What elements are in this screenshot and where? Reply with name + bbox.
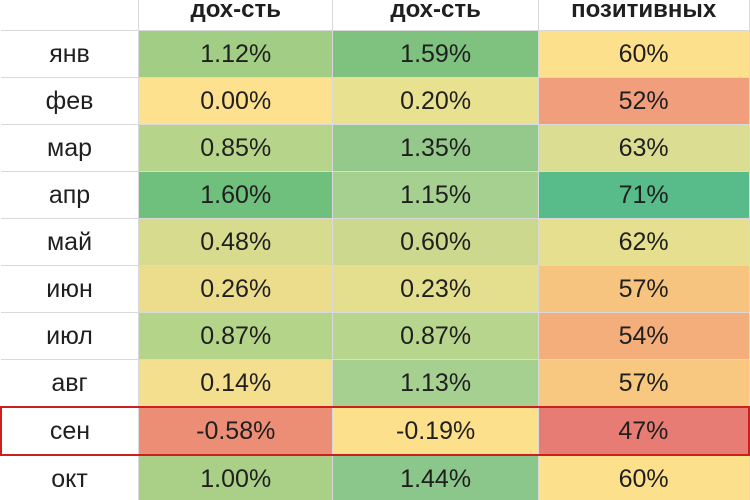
avg-return-cell[interactable]: 1.00% <box>138 455 334 500</box>
table-row: апр 1.60% 1.15% 71% <box>1 171 750 219</box>
avg-return-cell[interactable]: -0.58% <box>138 406 334 456</box>
table-row: окт 1.00% 1.44% 60% <box>1 455 750 500</box>
positive-share-cell[interactable]: 57% <box>538 265 750 313</box>
month-cell[interactable]: сен <box>0 406 140 456</box>
table-row: янв 1.12% 1.59% 60% <box>1 30 750 78</box>
avg-return-cell[interactable]: 1.12% <box>138 30 334 78</box>
median-return-cell[interactable]: 1.35% <box>332 124 539 172</box>
positive-share-cell[interactable]: 60% <box>538 30 750 78</box>
table-row: авг 0.14% 1.13% 57% <box>1 359 750 408</box>
month-cell[interactable]: окт <box>1 455 140 500</box>
avg-return-cell[interactable]: 0.85% <box>138 124 334 172</box>
positive-share-cell[interactable]: 57% <box>538 359 750 408</box>
avg-return-cell[interactable]: 0.26% <box>138 265 334 313</box>
month-cell[interactable]: янв <box>1 30 140 78</box>
month-cell[interactable]: июл <box>1 312 140 360</box>
positive-share-cell[interactable]: 62% <box>538 218 750 266</box>
median-return-cell[interactable]: 0.87% <box>332 312 539 360</box>
table-row: июн 0.26% 0.23% 57% <box>1 265 750 313</box>
month-cell[interactable]: май <box>1 218 140 266</box>
median-return-cell[interactable]: 1.44% <box>332 455 539 500</box>
avg-return-cell[interactable]: 0.87% <box>138 312 334 360</box>
header-avg-return[interactable]: дох-сть <box>138 0 334 31</box>
positive-share-cell[interactable]: 71% <box>538 171 750 219</box>
positive-share-cell[interactable]: 63% <box>538 124 750 172</box>
table-row: сен -0.58% -0.19% 47% <box>0 406 750 456</box>
avg-return-cell[interactable]: 0.14% <box>138 359 334 408</box>
median-return-cell[interactable]: 1.59% <box>332 30 539 78</box>
month-cell[interactable]: авг <box>1 359 140 408</box>
median-return-cell[interactable]: 1.13% <box>332 359 539 408</box>
median-return-cell[interactable]: 0.20% <box>332 77 539 125</box>
median-return-cell[interactable]: 0.23% <box>332 265 539 313</box>
positive-share-cell[interactable]: 60% <box>538 455 750 500</box>
avg-return-cell[interactable]: 0.48% <box>138 218 334 266</box>
header-positive-share[interactable]: позитивных <box>538 0 750 31</box>
positive-share-cell[interactable]: 52% <box>538 77 750 125</box>
avg-return-cell[interactable]: 1.60% <box>138 171 334 219</box>
positive-share-cell[interactable]: 47% <box>538 406 750 456</box>
header-row: дох-сть дох-сть позитивных <box>1 0 750 31</box>
table-body: янв 1.12% 1.59% 60% фев 0.00% 0.20% 52% мар 0.85%… <box>0 30 750 500</box>
month-cell[interactable]: апр <box>1 171 140 219</box>
month-cell[interactable]: мар <box>1 124 140 172</box>
table-row: июл 0.87% 0.87% 54% <box>1 312 750 360</box>
month-cell[interactable]: фев <box>1 77 140 125</box>
median-return-cell[interactable]: 0.60% <box>332 218 539 266</box>
header-median-return[interactable]: дох-сть <box>332 0 539 31</box>
table-row: мар 0.85% 1.35% 63% <box>1 124 750 172</box>
table-row: фев 0.00% 0.20% 52% <box>1 77 750 125</box>
positive-share-cell[interactable]: 54% <box>538 312 750 360</box>
median-return-cell[interactable]: -0.19% <box>332 406 539 456</box>
table-row: май 0.48% 0.60% 62% <box>1 218 750 266</box>
header-month[interactable] <box>1 0 140 31</box>
month-cell[interactable]: июн <box>1 265 140 313</box>
median-return-cell[interactable]: 1.15% <box>332 171 539 219</box>
avg-return-cell[interactable]: 0.00% <box>138 77 334 125</box>
